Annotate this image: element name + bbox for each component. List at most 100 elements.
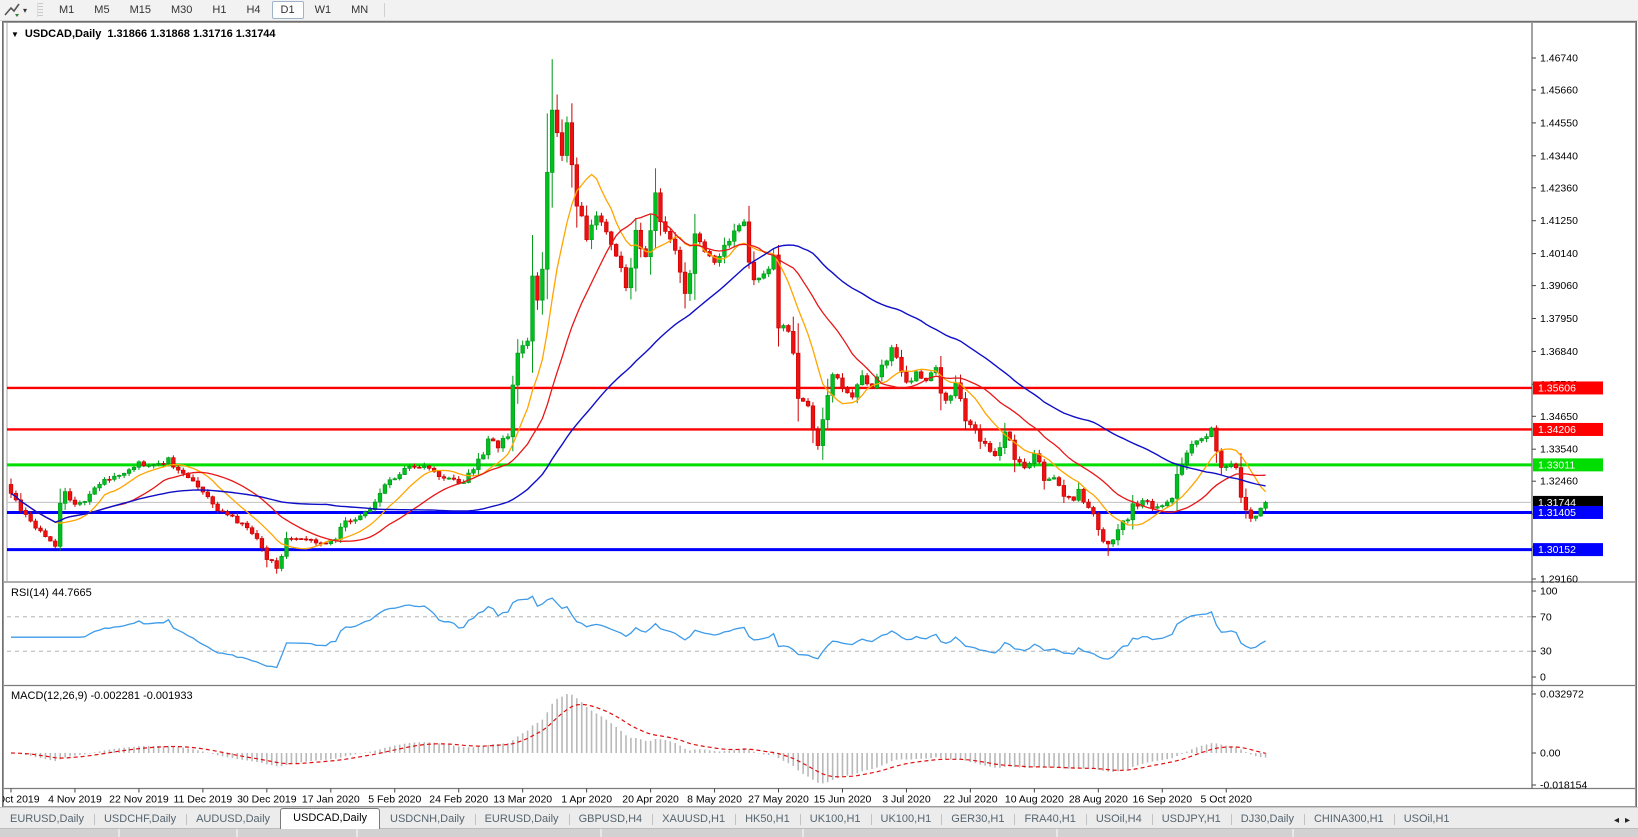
- timeframe-button-H1[interactable]: H1: [212, 4, 227, 16]
- chart-tab-USOil-H1[interactable]: USOil,H1: [1393, 810, 1460, 829]
- chart-tab-EURUSD-Daily[interactable]: EURUSD,Daily: [474, 810, 569, 829]
- moving-average-10[interactable]: [10, 173, 1267, 550]
- level-label-1.31405-text: 1.31405: [1538, 507, 1576, 519]
- timeframe-button-M1[interactable]: M1: [59, 4, 75, 16]
- moving-average-55[interactable]: [10, 244, 1266, 523]
- date-axis-label: 5 Oct 2020: [1201, 794, 1253, 806]
- price-axis-label: 1.36840: [1540, 346, 1578, 358]
- date-axis-label: 27 May 2020: [748, 794, 809, 806]
- level-label-1.35606-badge: [1533, 381, 1603, 395]
- date-axis-label: 10 Aug 2020: [1005, 794, 1064, 806]
- timeframe-toolbar: ▾ M1 M5 M15 M30 H1 H4 D1 W1 MN: [0, 0, 1638, 21]
- chart-collapse-icon[interactable]: ▼: [11, 29, 19, 39]
- level-label-1.33011-badge: [1533, 458, 1603, 472]
- tab-scroll-arrows: ◂ ▸: [1610, 815, 1638, 829]
- price-axis-label: 1.33540: [1540, 444, 1578, 456]
- chart-tab-DJ30-Daily[interactable]: DJ30,Daily: [1230, 810, 1304, 829]
- rsi-axis-label: 100: [1540, 586, 1558, 598]
- level-label-1.31405-badge: [1533, 505, 1603, 519]
- price-chart-canvas[interactable]: 1.46740 1.45660 1.44550 1.43440 1.42360 1.412…: [3, 22, 1636, 807]
- macd-axis-label: -0.018154: [1540, 780, 1587, 792]
- date-axis-label: 20 Apr 2020: [622, 794, 679, 806]
- chart-title: ▼ USDCAD,Daily 1.31866 1.31868 1.31716 1…: [11, 28, 276, 40]
- timeframe-button-H4[interactable]: H4: [246, 4, 261, 16]
- level-label-1.30152-badge: [1533, 543, 1603, 557]
- chart-tab-EURUSD-Daily[interactable]: EURUSD,Daily: [10, 813, 84, 825]
- price-axis-label: 1.29160: [1540, 574, 1578, 586]
- chart-quote-ohlc: 1.31866 1.31868 1.31716 1.31744: [107, 28, 276, 40]
- date-axis-label: 5 Feb 2020: [368, 794, 421, 806]
- toolbar-separator: [384, 3, 386, 17]
- chart-tab-USDCHF-Daily[interactable]: USDCHF,Daily: [93, 810, 186, 829]
- level-label-1.34206-text: 1.34206: [1538, 424, 1576, 436]
- chart-symbol-period: USDCAD,Daily: [24, 28, 102, 40]
- price-axis-label: 1.41250: [1540, 215, 1578, 227]
- date-axis-label: 8 May 2020: [687, 794, 742, 806]
- date-axis-label: 15 Jun 2020: [814, 794, 872, 806]
- level-label-1.33011-text: 1.33011: [1538, 459, 1575, 471]
- rsi-line[interactable]: [11, 595, 1266, 669]
- chart-tab-GER30-H1[interactable]: GER30,H1: [941, 810, 1014, 829]
- date-axis-label: 28 Aug 2020: [1069, 794, 1128, 806]
- level-label-1.30152-text: 1.30152: [1538, 544, 1576, 556]
- chart-tab-XAUUSD-H1[interactable]: XAUUSD,H1: [652, 810, 735, 829]
- macd-indicator-label: MACD(12,26,9) -0.002281 -0.001933: [11, 690, 193, 702]
- candles-layer: [8, 59, 1268, 574]
- rsi-axis-label: 70: [1540, 611, 1552, 623]
- chart-tab-CHINA300-H1[interactable]: CHINA300,H1: [1303, 810, 1394, 829]
- timeframe-button-W1[interactable]: W1: [314, 4, 332, 16]
- date-axis-label: 16 Oct 2019: [3, 794, 40, 806]
- chart-tab-HK50-H1[interactable]: HK50,H1: [735, 810, 800, 829]
- moving-average-22[interactable]: [10, 213, 1266, 542]
- chart-tab-UK100-H1[interactable]: UK100,H1: [799, 810, 871, 829]
- current-price-label-badge: [1533, 495, 1603, 509]
- macd-axis-label: 0.032972: [1540, 689, 1584, 701]
- price-axis-label: 1.32460: [1540, 476, 1578, 488]
- chart-tools-group[interactable]: ▾: [0, 3, 31, 17]
- chart-tab-bar: EURUSD,Daily USDCHF,Daily AUDUSD,Daily USDC…: [0, 807, 1638, 829]
- price-axis-label: 1.46740: [1540, 53, 1578, 65]
- date-axis-label: 24 Feb 2020: [429, 794, 488, 806]
- date-axis-label: 16 Sep 2020: [1132, 794, 1192, 806]
- chart-tab-FRA40-H1[interactable]: FRA40,H1: [1014, 810, 1085, 829]
- date-axis-label: 22 Nov 2019: [109, 794, 169, 806]
- date-axis-label: 3 Jul 2020: [882, 794, 931, 806]
- price-axis-label: 1.45660: [1540, 85, 1578, 97]
- price-axis-label: 1.42360: [1540, 182, 1578, 194]
- timeframe-button-M5[interactable]: M5: [94, 4, 110, 16]
- current-price-label-text: 1.31744: [1538, 497, 1576, 509]
- timeframe-button-M15[interactable]: M15: [129, 4, 151, 16]
- macd-signal-line[interactable]: [10, 703, 1266, 778]
- rsi-axis-label: 30: [1540, 646, 1552, 658]
- tab-scroll-right-icon[interactable]: ▸: [1624, 815, 1630, 826]
- price-axis-label: 1.34650: [1540, 411, 1578, 423]
- chevron-down-icon[interactable]: ▾: [23, 5, 28, 15]
- chart-tab-UK100-H1[interactable]: UK100,H1: [870, 810, 942, 829]
- timeframe-button-MN[interactable]: MN: [351, 4, 369, 16]
- timeframe-buttons: M1 M5 M15 M30 H1 H4 D1 W1 MN: [49, 1, 378, 19]
- macd-axis-label: 0.00: [1540, 748, 1561, 760]
- chart-tab-USDCAD-Daily[interactable]: USDCAD,Daily: [280, 808, 381, 829]
- timeframe-button-M30[interactable]: M30: [170, 4, 193, 16]
- chart-tab-USDJPY-H1[interactable]: USDJPY,H1: [1151, 810, 1231, 829]
- chart-tab-USOil-H4[interactable]: USOil,H4: [1085, 810, 1152, 829]
- rsi-indicator-label: RSI(14) 44.7665: [11, 587, 92, 599]
- price-axis-label: 1.39060: [1540, 280, 1578, 292]
- date-axis-label: 11 Dec 2019: [173, 794, 232, 806]
- toolbar-grip-handle[interactable]: [37, 3, 44, 17]
- chart-tab-GBPUSD-H4[interactable]: GBPUSD,H4: [568, 810, 653, 829]
- price-axis-label: 1.44550: [1540, 117, 1578, 129]
- chart-window: 1.46740 1.45660 1.44550 1.43440 1.42360 1.412…: [2, 21, 1637, 808]
- tab-scroll-left-icon[interactable]: ◂: [1613, 815, 1619, 826]
- price-axis-label: 1.40140: [1540, 248, 1578, 260]
- date-axis-label: 1 Apr 2020: [561, 794, 612, 806]
- date-axis-label: 30 Dec 2019: [237, 794, 297, 806]
- chart-tab-USDCNH-Daily[interactable]: USDCNH,Daily: [390, 813, 465, 825]
- status-strip: [0, 828, 1638, 837]
- date-axis-label: 13 Mar 2020: [493, 794, 552, 806]
- chart-window-border: [3, 22, 1636, 807]
- timeframe-button-D1[interactable]: D1: [271, 1, 304, 19]
- price-axis-label: 1.37950: [1540, 313, 1578, 325]
- chart-tab-AUDUSD-Daily[interactable]: AUDUSD,Daily: [186, 810, 280, 829]
